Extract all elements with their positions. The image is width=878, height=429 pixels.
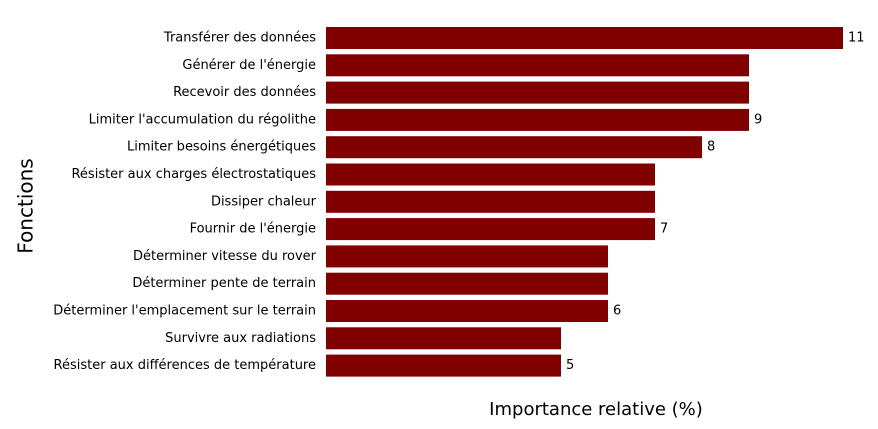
x-axis-title: Importance relative (%)	[489, 399, 703, 420]
y-tick-label: Limiter besoins énergétiques	[127, 140, 316, 155]
y-tick-labels-group: Transférer des données Générer de l'énerg…	[53, 31, 316, 374]
y-tick-label: Déterminer pente de terrain	[132, 276, 316, 291]
y-tick-label: Résister aux charges électrostatiques	[71, 167, 316, 182]
bar	[326, 81, 749, 104]
bar	[326, 136, 702, 159]
y-tick-label: Générer de l'énergie	[182, 58, 316, 73]
bar-value-label: 11	[848, 31, 865, 46]
bar-value-label: 9	[754, 112, 762, 127]
y-tick-label: Fournir de l'énergie	[190, 222, 316, 237]
bar-value-label: 5	[566, 358, 574, 373]
bars-group	[326, 27, 843, 377]
bar-value-label: 6	[613, 304, 621, 319]
y-tick-label: Résister aux différences de température	[54, 358, 316, 373]
bar	[326, 245, 608, 268]
y-tick-label: Recevoir des données	[173, 85, 316, 100]
bar	[326, 27, 843, 49]
y-tick-label: Déterminer l'emplacement sur le terrain	[53, 304, 316, 319]
bar	[326, 190, 655, 213]
data-labels-group: 11 9 8 7 6 5	[566, 31, 865, 374]
y-tick-label: Dissiper chaleur	[211, 194, 317, 209]
bar	[326, 354, 561, 377]
y-axis-title: Fonctions	[14, 158, 38, 253]
bar	[326, 218, 655, 241]
y-tick-label: Limiter l'accumulation du régolithe	[89, 112, 316, 127]
bar	[326, 54, 749, 77]
y-tick-label: Transférer des données	[163, 31, 316, 46]
bar-value-label: 7	[660, 222, 668, 237]
bar	[326, 108, 749, 131]
bar	[326, 327, 561, 350]
bar-value-label: 8	[707, 140, 715, 155]
bar	[326, 300, 608, 322]
y-tick-label: Survivre aux radiations	[165, 331, 316, 346]
bar	[326, 163, 655, 186]
y-tick-label: Déterminer vitesse du rover	[133, 249, 317, 264]
bar	[326, 272, 608, 295]
